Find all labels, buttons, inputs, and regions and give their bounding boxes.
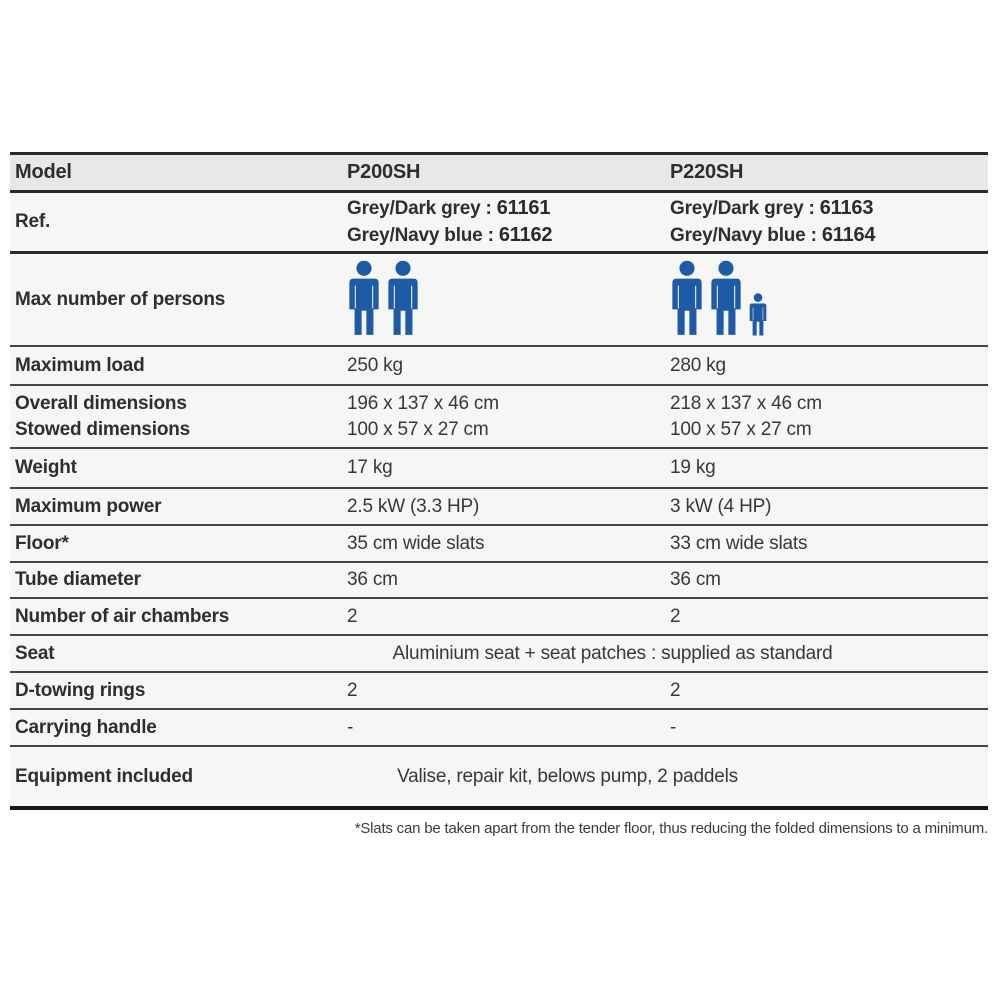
spec-table: Model P200SH P220SH Ref. Grey/Dark grey … xyxy=(10,152,988,810)
spec-row-carrying-handle: Carrying handle - - xyxy=(10,710,988,747)
row-value-p220sh: 2 xyxy=(670,605,681,627)
spec-row-weight: Weight 17 kg 19 kg xyxy=(10,449,988,489)
ref-label: Ref. xyxy=(15,211,51,233)
ref-code: 61162 xyxy=(498,224,553,246)
ref-row: Ref. Grey/Dark grey : 61161 Grey/Navy bl… xyxy=(10,193,988,254)
persons-icons-p220sh xyxy=(670,254,988,345)
spec-row-seat: Seat Aluminium seat + seat patches : sup… xyxy=(10,636,988,673)
row-span-value: Valise, repair kit, belows pump, 2 padde… xyxy=(397,765,738,787)
slats-footnote: *Slats can be taken apart from the tende… xyxy=(354,820,988,837)
row-value-p200sh: 2 xyxy=(347,679,358,701)
ref-line: Grey/Dark grey : 61161 xyxy=(347,195,670,222)
row-value-p200sh: 35 cm wide slats xyxy=(347,532,485,554)
row-value-p220sh: 3 kW (4 HP) xyxy=(670,495,772,517)
person-child-icon xyxy=(749,293,767,336)
ref-code: 61163 xyxy=(819,197,874,219)
ref-line: Grey/Navy blue : 61162 xyxy=(347,222,670,249)
row-value-p200sh: 250 kg xyxy=(347,354,403,376)
row-label: D-towing rings xyxy=(15,679,146,701)
header-label: Model xyxy=(15,161,72,183)
row-label: Seat xyxy=(15,642,55,664)
ref-values-p220sh: Grey/Dark grey : 61163 Grey/Navy blue : … xyxy=(670,195,988,249)
row-value-p200sh: - xyxy=(347,716,354,738)
spec-row-dimensions: Overall dimensions Stowed dimensions 196… xyxy=(10,386,988,449)
stowed-dimensions-value: 100 x 57 x 27 cm xyxy=(347,418,489,440)
spec-row-floor: Floor* 35 cm wide slats 33 cm wide slats xyxy=(10,526,988,563)
spec-row-equipment-included: Equipment included Valise, repair kit, b… xyxy=(10,747,988,810)
ref-values-p200sh: Grey/Dark grey : 61161 Grey/Navy blue : … xyxy=(347,195,670,249)
header-model-p200sh: P200SH xyxy=(347,161,421,183)
row-span-value: Aluminium seat + seat patches : supplied… xyxy=(392,642,833,664)
ref-line: Grey/Dark grey : 61163 xyxy=(670,195,988,222)
overall-dimensions-label: Overall dimensions xyxy=(15,392,187,414)
row-value-p220sh: 33 cm wide slats xyxy=(670,532,808,554)
overall-dimensions-value: 218 x 137 x 46 cm xyxy=(670,392,822,414)
row-label: Number of air chambers xyxy=(15,605,230,627)
ref-code: 61161 xyxy=(496,197,551,219)
ref-color-label: Grey/Dark grey : xyxy=(670,198,820,219)
header-model-p220sh: P220SH xyxy=(670,161,744,183)
ref-color-label: Grey/Navy blue : xyxy=(347,225,499,246)
row-value-p200sh: 196 x 137 x 46 cm 100 x 57 x 27 cm xyxy=(347,391,670,442)
spec-row-d-towing-rings: D-towing rings 2 2 xyxy=(10,673,988,710)
row-value-p220sh: 218 x 137 x 46 cm 100 x 57 x 27 cm xyxy=(670,391,988,442)
row-value-p220sh: 36 cm xyxy=(670,569,721,591)
row-label: Tube diameter xyxy=(15,569,141,591)
row-value-p220sh: 280 kg xyxy=(670,354,726,376)
row-label: Floor* xyxy=(15,532,69,554)
spec-row-maximum-power: Maximum power 2.5 kW (3.3 HP) 3 kW (4 HP… xyxy=(10,489,988,526)
row-value-p220sh: - xyxy=(670,716,677,738)
row-value-p220sh: 19 kg xyxy=(670,457,716,479)
spec-row-tube-diameter: Tube diameter 36 cm 36 cm xyxy=(10,563,988,599)
overall-dimensions-value: 196 x 137 x 46 cm xyxy=(347,392,499,414)
row-label: Maximum load xyxy=(15,354,145,376)
ref-color-label: Grey/Dark grey : xyxy=(347,198,497,219)
ref-line: Grey/Navy blue : 61164 xyxy=(670,222,988,249)
row-label: Maximum power xyxy=(15,495,162,517)
table-header-row: Model P200SH P220SH xyxy=(10,155,988,193)
row-value-p200sh: 2.5 kW (3.3 HP) xyxy=(347,495,480,517)
stowed-dimensions-value: 100 x 57 x 27 cm xyxy=(670,418,812,440)
row-value-p200sh: 36 cm xyxy=(347,569,398,591)
persons-label: Max number of persons xyxy=(15,288,226,310)
spec-row-maximum-load: Maximum load 250 kg 280 kg xyxy=(10,347,988,386)
person-adult-icon xyxy=(349,260,379,335)
person-adult-icon xyxy=(388,260,418,335)
ref-color-label: Grey/Navy blue : xyxy=(670,225,822,246)
row-value-p200sh: 17 kg xyxy=(347,457,393,479)
row-label: Carrying handle xyxy=(15,716,157,738)
row-label: Overall dimensions Stowed dimensions xyxy=(10,391,347,442)
persons-row: Max number of persons xyxy=(10,254,988,347)
ref-code: 61164 xyxy=(821,224,876,246)
person-adult-icon xyxy=(672,260,702,335)
stowed-dimensions-label: Stowed dimensions xyxy=(15,418,191,440)
persons-icons-p200sh xyxy=(347,254,670,345)
row-value-p200sh: 2 xyxy=(347,605,358,627)
row-label: Weight xyxy=(15,457,77,479)
person-adult-icon xyxy=(711,260,741,335)
row-label: Equipment included xyxy=(15,765,193,787)
row-value-p220sh: 2 xyxy=(670,679,681,701)
spec-row-air-chambers: Number of air chambers 2 2 xyxy=(10,599,988,636)
